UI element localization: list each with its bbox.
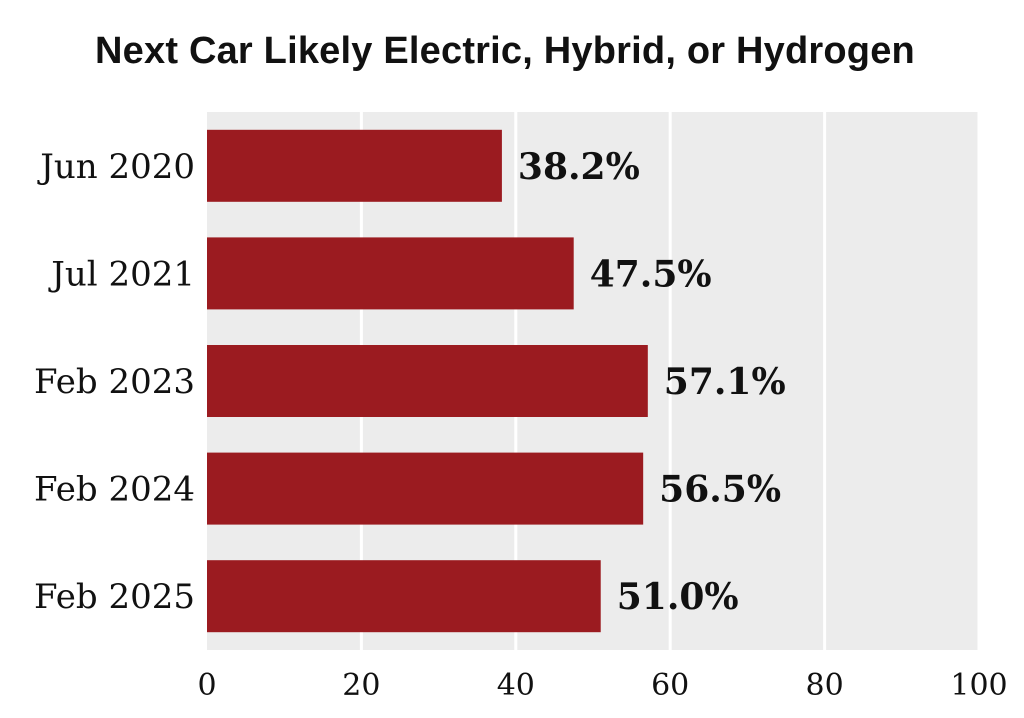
chart-title: Next Car Likely Electric, Hybrid, or Hyd… [95, 30, 915, 72]
bar-3 [207, 452, 644, 525]
category-label-4: Feb 2025 [34, 577, 195, 617]
x-tick-label-1: 20 [342, 668, 380, 703]
value-label-4: 51.0% [617, 576, 739, 618]
category-label-3: Feb 2024 [34, 470, 195, 510]
bar-2 [207, 345, 648, 417]
value-label-3: 56.5% [659, 469, 781, 511]
x-tick-label-5: 100 [950, 668, 1007, 703]
category-label-0: Jun 2020 [37, 147, 195, 187]
x-tick-label-3: 60 [651, 668, 689, 703]
category-label-1: Jul 2021 [48, 254, 195, 294]
category-label-2: Feb 2023 [34, 362, 195, 402]
bar-1 [207, 237, 574, 310]
x-tick-label-0: 0 [197, 668, 216, 703]
value-label-1: 47.5% [590, 253, 712, 295]
value-label-2: 57.1% [664, 361, 786, 403]
bar-4 [207, 560, 601, 633]
value-label-0: 38.2% [518, 146, 640, 188]
x-tick-label-4: 80 [806, 668, 844, 703]
bar-0 [207, 129, 502, 202]
x-tick-label-2: 40 [497, 668, 535, 703]
